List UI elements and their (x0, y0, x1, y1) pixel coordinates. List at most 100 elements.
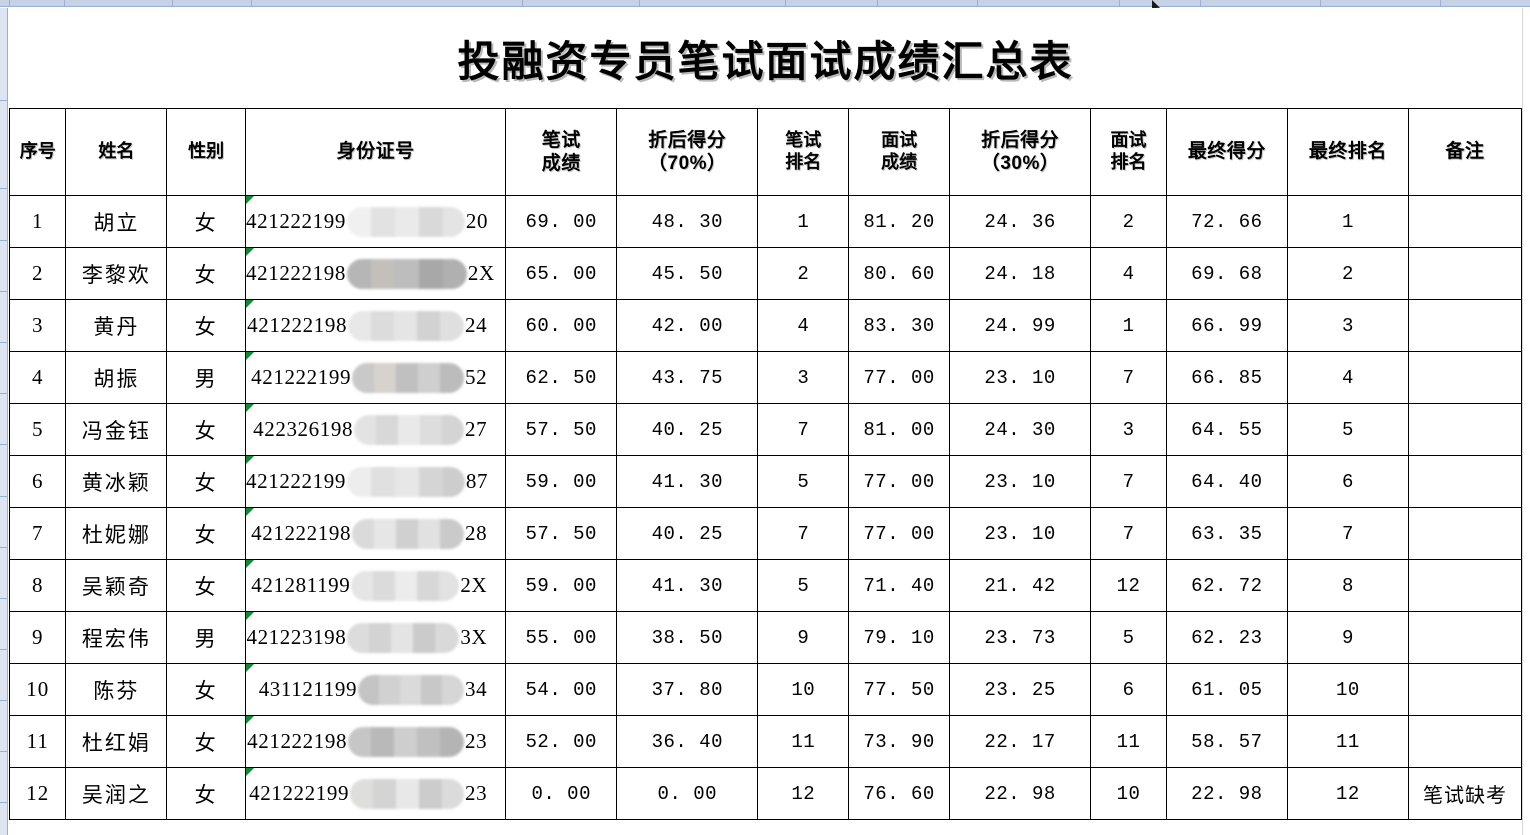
row-divider[interactable] (0, 342, 8, 343)
cell-remark[interactable] (1407, 351, 1523, 404)
cell-interview_rank[interactable]: 10 (1090, 767, 1167, 820)
cell-written_rank[interactable]: 4 (757, 299, 850, 352)
cell-seq[interactable]: 10 (8, 663, 67, 716)
column-divider[interactable] (1200, 0, 1201, 7)
column-divider[interactable] (1119, 0, 1120, 7)
cell-written[interactable]: 54. 00 (505, 663, 618, 716)
cell-written70[interactable]: 0. 00 (616, 767, 759, 820)
table-row[interactable]: 12 吴润之女 421222199 23 0. 00 0. 00 12 76. 60 22. 9… (8, 767, 1523, 820)
column-header-seq[interactable]: 序号 (8, 108, 67, 196)
cell-gender[interactable]: 女 (166, 247, 247, 300)
cell-remark[interactable] (1407, 507, 1523, 560)
column-header-written70[interactable]: 折后得分 （70%） (616, 108, 759, 196)
cell-written[interactable]: 62. 50 (505, 351, 618, 404)
cell-id-number[interactable]: 421223198 3X (245, 611, 507, 664)
cell-written70[interactable]: 36. 40 (616, 715, 759, 768)
table-row[interactable]: 2 李黎欢女 421222198 2X 65. 00 45. 50 2 80. 60 24. 1… (8, 247, 1523, 300)
cell-name[interactable]: 杜妮娜 (65, 507, 168, 560)
row-divider[interactable] (0, 393, 8, 394)
cell-name[interactable]: 杜红娟 (65, 715, 168, 768)
cell-remark[interactable] (1407, 195, 1523, 248)
row-divider[interactable] (0, 240, 8, 241)
cell-remark[interactable]: 笔试缺考 (1407, 767, 1523, 820)
cell-gender[interactable]: 女 (166, 403, 247, 456)
cell-name[interactable]: 吴颖奇 (65, 559, 168, 612)
cell-written[interactable]: 60. 00 (505, 299, 618, 352)
cell-id-number[interactable]: 422326198 27 (245, 403, 507, 456)
cell-seq[interactable]: 9 (8, 611, 67, 664)
table-row[interactable]: 10 陈芬女 431121199 34 54. 00 37. 80 10 77. 50 23. … (8, 663, 1523, 716)
cell-interview_rank[interactable]: 11 (1090, 715, 1167, 768)
row-divider[interactable] (0, 496, 8, 497)
cell-written70[interactable]: 41. 30 (616, 559, 759, 612)
cell-seq[interactable]: 2 (8, 247, 67, 300)
row-divider[interactable] (0, 802, 8, 803)
cell-remark[interactable] (1407, 559, 1523, 612)
cell-seq[interactable]: 12 (8, 767, 67, 820)
cell-written[interactable]: 55. 00 (505, 611, 618, 664)
cell-id-number[interactable]: 421222198 24 (245, 299, 507, 352)
cell-final_rank[interactable]: 2 (1286, 247, 1409, 300)
cell-final_rank[interactable]: 4 (1286, 351, 1409, 404)
cell-interview_rank[interactable]: 7 (1090, 507, 1167, 560)
table-row[interactable]: 7 杜妮娜女 421222198 28 57. 50 40. 25 7 77. 00 23. 1… (8, 507, 1523, 560)
cell-remark[interactable] (1407, 455, 1523, 508)
cell-gender[interactable]: 女 (166, 663, 247, 716)
cell-interview[interactable]: 77. 00 (848, 507, 951, 560)
cell-interview[interactable]: 83. 30 (848, 299, 951, 352)
cell-written[interactable]: 57. 50 (505, 507, 618, 560)
cell-seq[interactable]: 4 (8, 351, 67, 404)
table-row[interactable]: 6 黄冰颖女 421222199 87 59. 00 41. 30 5 77. 00 23. 1… (8, 455, 1523, 508)
cell-id-number[interactable]: 421222199 87 (245, 455, 507, 508)
cell-written_rank[interactable]: 2 (757, 247, 850, 300)
cell-interview30[interactable]: 23. 10 (949, 351, 1092, 404)
cell-written[interactable]: 0. 00 (505, 767, 618, 820)
cell-interview_rank[interactable]: 2 (1090, 195, 1167, 248)
cell-name[interactable]: 吴润之 (65, 767, 168, 820)
cell-interview_rank[interactable]: 7 (1090, 455, 1167, 508)
cell-remark[interactable] (1407, 715, 1523, 768)
table-row[interactable]: 11 杜红娟女 421222198 23 52. 00 36. 40 11 73. 90 22.… (8, 715, 1523, 768)
cell-interview30[interactable]: 24. 36 (949, 195, 1092, 248)
column-header-interview30[interactable]: 折后得分 （30%） (949, 108, 1092, 196)
cell-final_score[interactable]: 64. 55 (1165, 403, 1288, 456)
table-row[interactable]: 9 程宏伟男 421223198 3X 55. 00 38. 50 9 79. 10 23. 7… (8, 611, 1523, 664)
column-header-interview[interactable]: 面试 成绩 (848, 108, 951, 196)
cell-interview_rank[interactable]: 3 (1090, 403, 1167, 456)
cell-written[interactable]: 59. 00 (505, 455, 618, 508)
cell-remark[interactable] (1407, 299, 1523, 352)
cell-final_rank[interactable]: 9 (1286, 611, 1409, 664)
column-divider[interactable] (785, 0, 786, 7)
cell-interview_rank[interactable]: 6 (1090, 663, 1167, 716)
cell-final_score[interactable]: 69. 68 (1165, 247, 1288, 300)
column-divider[interactable] (639, 0, 640, 7)
cell-written70[interactable]: 48. 30 (616, 195, 759, 248)
cell-name[interactable]: 黄丹 (65, 299, 168, 352)
cell-final_rank[interactable]: 8 (1286, 559, 1409, 612)
cell-final_score[interactable]: 58. 57 (1165, 715, 1288, 768)
cell-final_rank[interactable]: 11 (1286, 715, 1409, 768)
cell-interview30[interactable]: 24. 99 (949, 299, 1092, 352)
cell-written_rank[interactable]: 3 (757, 351, 850, 404)
cell-final_rank[interactable]: 10 (1286, 663, 1409, 716)
cell-id-number[interactable]: 421222199 52 (245, 351, 507, 404)
cell-written70[interactable]: 40. 25 (616, 403, 759, 456)
cell-written[interactable]: 52. 00 (505, 715, 618, 768)
cell-gender[interactable]: 女 (166, 715, 247, 768)
table-row[interactable]: 4 胡振男 421222199 52 62. 50 43. 75 3 77. 00 23. 10… (8, 351, 1523, 404)
cell-written70[interactable]: 40. 25 (616, 507, 759, 560)
cell-final_score[interactable]: 62. 23 (1165, 611, 1288, 664)
cell-interview_rank[interactable]: 5 (1090, 611, 1167, 664)
cell-id-number[interactable]: 421222198 23 (245, 715, 507, 768)
cell-interview30[interactable]: 22. 98 (949, 767, 1092, 820)
cell-written_rank[interactable]: 1 (757, 195, 850, 248)
cell-interview[interactable]: 77. 00 (848, 455, 951, 508)
cell-gender[interactable]: 男 (166, 351, 247, 404)
cell-gender[interactable]: 女 (166, 559, 247, 612)
cell-id-number[interactable]: 421222198 2X (245, 247, 507, 300)
cell-gender[interactable]: 女 (166, 455, 247, 508)
cell-written70[interactable]: 41. 30 (616, 455, 759, 508)
cell-final_score[interactable]: 22. 98 (1165, 767, 1288, 820)
column-divider[interactable] (172, 0, 173, 7)
table-row[interactable]: 3 黄丹女 421222198 24 60. 00 42. 00 4 83. 30 24. 99… (8, 299, 1523, 352)
